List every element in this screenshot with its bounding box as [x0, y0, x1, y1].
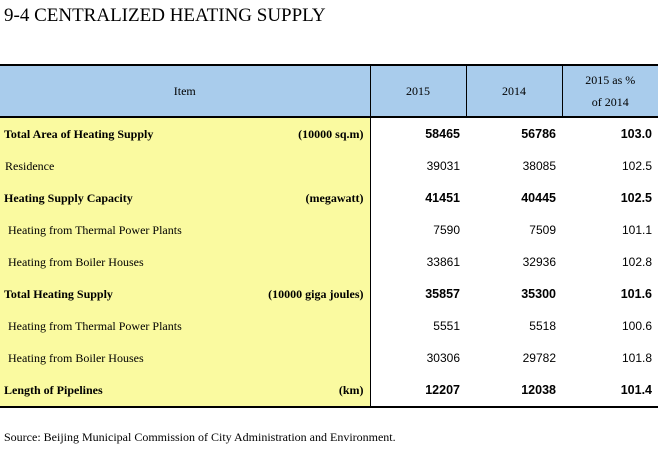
row-item: Heating from Boiler Houses [0, 342, 371, 374]
value-pct: 101.1 [621, 223, 652, 237]
value-pct: 101.8 [621, 351, 652, 365]
header-pct: 2015 as % of 2014 [561, 64, 658, 118]
row-label: Length of Pipelines [4, 382, 103, 397]
value-pct: 100.6 [621, 319, 652, 333]
value-2015: 39031 [426, 159, 460, 173]
table-row: Heating from Thermal Power Plants 7590 7… [0, 214, 658, 246]
row-item: Length of Pipelines (km) [0, 374, 371, 408]
header-row: Item 2015 2014 2015 as % of 2014 [0, 64, 658, 118]
value-2015: 7590 [433, 223, 460, 237]
value-2014: 7509 [529, 223, 556, 237]
header-pct-line1: 2015 as % [585, 73, 636, 87]
value-2014: 38085 [522, 159, 556, 173]
table-row: Heating from Boiler Houses 30306 29782 1… [0, 342, 658, 374]
row-item: Heating Supply Capacity (megawatt) [0, 182, 371, 214]
table-row: Total Heating Supply (10000 giga joules)… [0, 278, 658, 310]
row-item: Heating from Thermal Power Plants [0, 310, 371, 342]
value-pct: 102.5 [621, 159, 652, 173]
value-2015: 35857 [425, 287, 460, 301]
row-unit: (megawatt) [305, 190, 364, 205]
row-label: Heating from Thermal Power Plants [8, 318, 182, 333]
table-row: Length of Pipelines (km) 12207 12038 101… [0, 374, 658, 408]
value-2015: 12207 [370, 374, 466, 408]
table-row: Heating from Boiler Houses 33861 32936 1… [0, 246, 658, 278]
value-2014: 29782 [522, 351, 556, 365]
row-unit: (10000 giga joules) [268, 286, 364, 301]
value-2015: 30306 [426, 351, 460, 365]
row-label: Heating from Thermal Power Plants [8, 222, 182, 237]
header-2015: 2015 [369, 64, 466, 118]
row-item: Total Area of Heating Supply (10000 sq.m… [0, 117, 371, 150]
value-2015: 33861 [426, 255, 460, 269]
value-2014: 35300 [521, 287, 556, 301]
value-2014: 56786 [521, 127, 556, 141]
row-unit: (10000 sq.m) [298, 126, 364, 141]
row-label: Residence [5, 158, 55, 173]
row-label: Total Area of Heating Supply [4, 126, 154, 141]
value-pct: 102.5 [620, 191, 652, 205]
value-2014: 12038 [466, 374, 562, 408]
value-pct: 101.4 [562, 374, 658, 408]
value-2014: 40445 [521, 191, 556, 205]
row-label: Total Heating Supply [4, 286, 113, 301]
row-unit: (km) [338, 382, 364, 397]
value-2014: 5518 [529, 319, 556, 333]
table-row: Heating Supply Capacity (megawatt) 41451… [0, 182, 658, 214]
row-item: Heating from Thermal Power Plants [0, 214, 371, 246]
row-label: Heating from Boiler Houses [8, 350, 144, 365]
table-row: Heating from Thermal Power Plants 5551 5… [0, 310, 658, 342]
table-title: 9-4 CENTRALIZED HEATING SUPPLY [4, 5, 326, 26]
row-item: Heating from Boiler Houses [0, 246, 371, 278]
value-2015: 41451 [425, 191, 460, 205]
header-item: Item [0, 64, 370, 118]
value-pct: 102.8 [621, 255, 652, 269]
value-2015: 58465 [425, 127, 460, 141]
row-item: Residence [0, 150, 371, 182]
value-2015: 5551 [433, 319, 460, 333]
row-label: Heating from Boiler Houses [8, 254, 144, 269]
header-pct-line2: of 2014 [591, 95, 629, 109]
table-row: Residence 39031 38085 102.5 [0, 150, 658, 182]
value-pct: 103.0 [620, 127, 652, 141]
table-row: Total Area of Heating Supply (10000 sq.m… [0, 117, 658, 150]
row-label: Heating Supply Capacity [4, 190, 133, 205]
heating-supply-table: Item 2015 2014 2015 as % of 2014 Total A… [0, 64, 658, 408]
value-2014: 32936 [522, 255, 556, 269]
row-item: Total Heating Supply (10000 giga joules) [0, 278, 371, 310]
source-note: Source: Beijing Municipal Commission of … [4, 430, 396, 444]
header-2014: 2014 [465, 64, 562, 118]
value-pct: 101.6 [620, 287, 652, 301]
